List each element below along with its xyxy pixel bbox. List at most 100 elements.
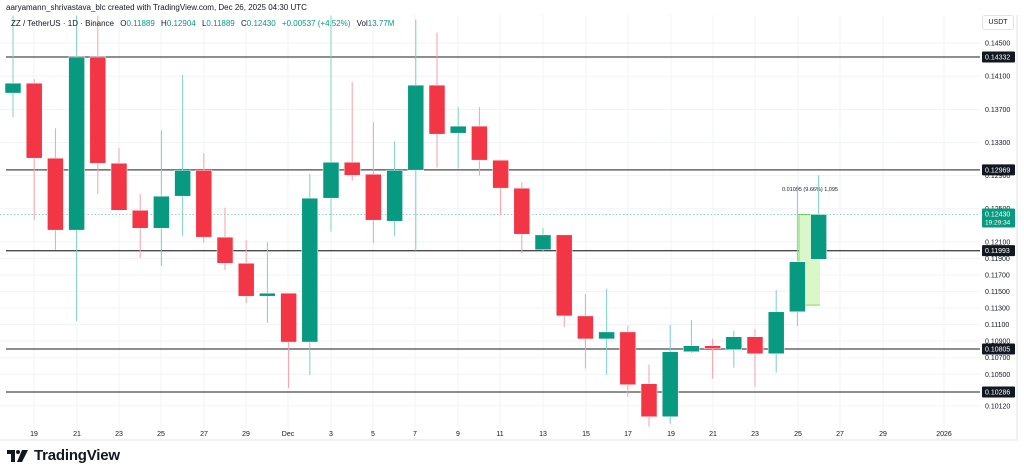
- change-value: +0.00537 (+4.52%): [281, 19, 351, 28]
- candle[interactable]: [746, 336, 764, 355]
- candle[interactable]: [810, 214, 827, 260]
- time-tick-label: 21: [709, 431, 717, 438]
- candle[interactable]: [47, 157, 64, 231]
- volume-label: Vol: [356, 19, 368, 28]
- candles: [4, 15, 827, 427]
- open-label: O: [120, 19, 127, 28]
- tradingview-logo-icon: [7, 449, 28, 462]
- candle[interactable]: [449, 125, 467, 134]
- candle[interactable]: [619, 331, 637, 385]
- time-tick-label: 25: [157, 431, 165, 438]
- candle[interactable]: [174, 169, 191, 197]
- price-tick-label: 0.11300: [985, 306, 1010, 313]
- price-tick-label: 0.10500: [985, 372, 1010, 379]
- candle[interactable]: [407, 84, 425, 171]
- symbol-name[interactable]: ZZ / TetherUS · 1D · Binance: [11, 19, 114, 28]
- time-tick-label: 11: [496, 431, 503, 438]
- candle[interactable]: [131, 210, 149, 229]
- price-tick-label: 0.11900: [985, 256, 1010, 263]
- time-tick-label: 19: [30, 431, 38, 438]
- price-tick-label: 0.10700: [985, 355, 1010, 362]
- candle[interactable]: [577, 315, 594, 340]
- time-tick-label: 29: [879, 431, 887, 438]
- time-tick-label: 3: [329, 431, 333, 438]
- measure-annotation[interactable]: 0.01095 (9.66%) 1,095: [0, 187, 980, 306]
- candle[interactable]: [492, 159, 509, 189]
- candle[interactable]: [767, 311, 785, 355]
- time-tick-label: 29: [242, 431, 250, 438]
- tradingview-branding[interactable]: TradingView: [7, 447, 120, 464]
- price-tick-label: 0.12100: [985, 239, 1010, 246]
- high-value: 0.12904: [166, 19, 196, 28]
- tradingview-wordmark: TradingView: [34, 447, 120, 464]
- price-tick-label: 0.11700: [985, 272, 1010, 279]
- time-tick-label: 15: [582, 431, 590, 438]
- price-tick-label: 0.14500: [985, 41, 1010, 48]
- candle[interactable]: [68, 56, 85, 231]
- time-tick-label: 13: [539, 431, 547, 438]
- open-value: 0.11889: [126, 19, 155, 28]
- symbol-legend[interactable]: ZZ / TetherUS · 1D · Binance O0.11889 H0…: [11, 19, 394, 28]
- price-tick-label: 0.11100: [985, 322, 1009, 329]
- candle[interactable]: [4, 82, 22, 94]
- price-tick-label: 0.10120: [985, 403, 1010, 410]
- time-tick-label: 9: [456, 431, 460, 438]
- candle[interactable]: [789, 261, 806, 313]
- volume-value: 13.77M: [367, 19, 395, 28]
- measure-label: 0.01095 (9.66%) 1,095: [782, 187, 838, 193]
- candle[interactable]: [534, 234, 552, 251]
- level-price-tag: 0.11993: [985, 248, 1010, 255]
- level-price-tag: 0.12969: [985, 167, 1010, 174]
- time-tick-label: 19: [667, 431, 675, 438]
- candle[interactable]: [153, 195, 170, 229]
- candle[interactable]: [555, 234, 573, 317]
- candle[interactable]: [89, 56, 107, 164]
- candle[interactable]: [598, 331, 615, 340]
- price-tick-label: 0.12900: [985, 173, 1010, 180]
- candle[interactable]: [301, 197, 319, 343]
- price-tick-label: 0.11500: [985, 289, 1010, 296]
- candle[interactable]: [25, 82, 43, 159]
- candle[interactable]: [280, 292, 297, 343]
- price-axis[interactable]: 0.145000.141000.137000.133000.129000.125…: [985, 41, 1010, 411]
- candle[interactable]: [259, 292, 276, 297]
- candle[interactable]: [683, 345, 700, 353]
- candle[interactable]: [640, 383, 658, 418]
- time-tick-label: 7: [413, 431, 417, 438]
- horizontal-levels[interactable]: [6, 56, 980, 393]
- price-tick-label: 0.10900: [985, 339, 1010, 346]
- time-axis[interactable]: 19 21 23 25 27 29 Dec 3 5 7 9 11 13 15 17 19 21 23 25 27 29 2…: [30, 431, 952, 438]
- candle[interactable]: [513, 187, 531, 235]
- candle[interactable]: [195, 169, 213, 238]
- time-tick-label: Dec: [282, 431, 295, 438]
- time-tick-label: 23: [751, 431, 759, 438]
- candle[interactable]: [237, 263, 255, 297]
- candle[interactable]: [110, 162, 128, 211]
- price-tick-label: 0.14100: [985, 74, 1010, 81]
- time-tick-label: 25: [794, 431, 802, 438]
- candle[interactable]: [428, 84, 446, 135]
- close-value: 0.12430: [246, 19, 276, 28]
- candle[interactable]: [343, 161, 361, 176]
- time-tick-label: 27: [836, 431, 844, 438]
- candle[interactable]: [704, 345, 721, 349]
- low-label: L: [201, 19, 207, 28]
- svg-text:0.12430: 0.12430: [985, 211, 1010, 218]
- candle[interactable]: [471, 125, 488, 161]
- candle[interactable]: [216, 236, 234, 264]
- candle[interactable]: [365, 173, 382, 221]
- candle[interactable]: [661, 351, 679, 418]
- svg-text:19:29:34: 19:29:34: [985, 219, 1011, 226]
- level-price-tag: 0.14332: [985, 55, 1010, 62]
- currency-button[interactable]: USDT: [982, 15, 1014, 30]
- price-tick-label: 0.13700: [985, 107, 1010, 114]
- price-tick-label: 0.13300: [985, 140, 1010, 147]
- low-value: 0.11889: [206, 19, 235, 28]
- candle[interactable]: [386, 169, 403, 222]
- candle[interactable]: [322, 161, 340, 199]
- time-tick-label: 17: [624, 431, 632, 438]
- level-price-tag: 0.10805: [985, 347, 1010, 354]
- candle[interactable]: [725, 336, 743, 350]
